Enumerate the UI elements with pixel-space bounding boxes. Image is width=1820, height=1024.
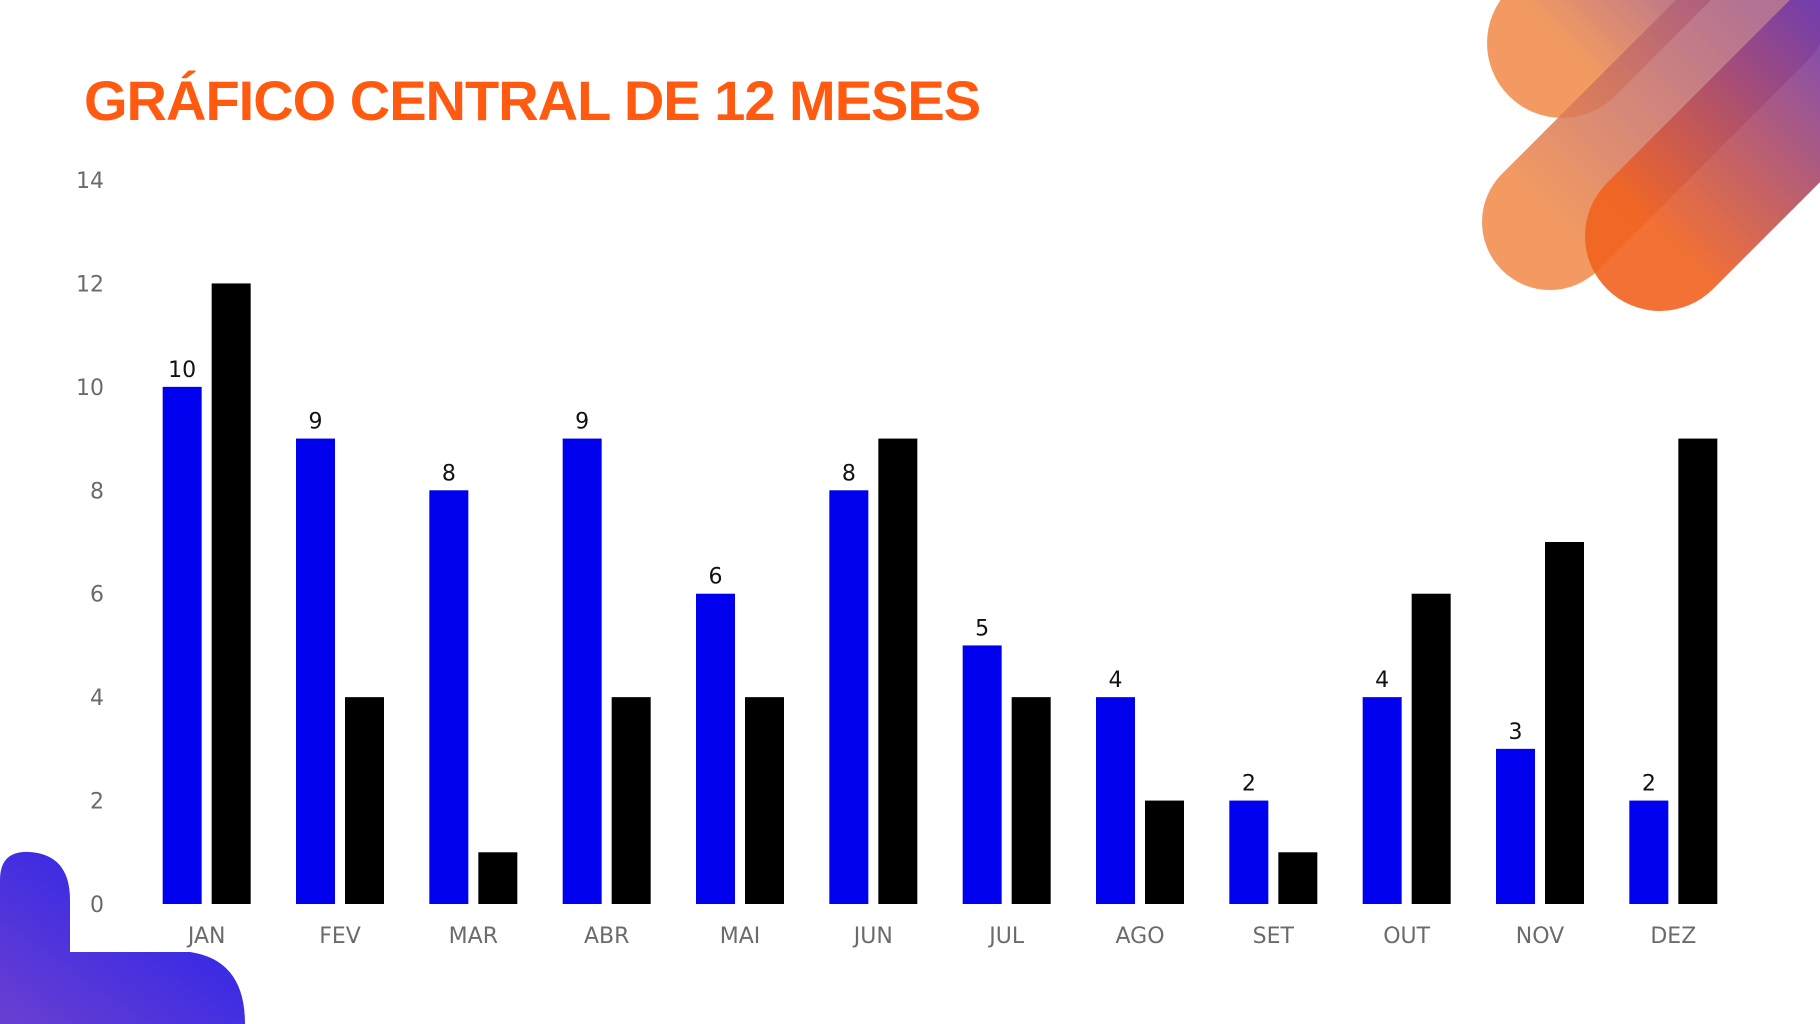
y-tick-label: 10 <box>76 376 104 401</box>
data-label: 4 <box>1375 668 1389 693</box>
y-tick-label: 12 <box>76 272 104 297</box>
data-label: 3 <box>1509 720 1523 745</box>
decor-capsule <box>1487 0 1712 118</box>
y-tick-label: 8 <box>90 479 104 504</box>
bar <box>1362 697 1402 904</box>
data-label: 8 <box>442 461 456 486</box>
bar <box>1278 852 1318 904</box>
bar <box>878 438 918 904</box>
x-tick-label: AGO <box>1115 924 1164 949</box>
slide-title: GRÁFICO CENTRAL DE 12 MESES <box>84 69 981 132</box>
x-tick-label: JUL <box>987 924 1025 949</box>
y-tick-label: 6 <box>90 583 104 608</box>
bar <box>562 438 602 904</box>
data-label: 2 <box>1242 772 1256 797</box>
bar <box>296 438 335 904</box>
x-tick-label: DEZ <box>1650 924 1696 949</box>
bar <box>162 386 202 904</box>
bar <box>345 697 384 904</box>
bar <box>1411 593 1451 904</box>
bar <box>962 645 1002 904</box>
x-tick-label: NOV <box>1516 924 1564 949</box>
decor-blob <box>0 851 245 1024</box>
bar <box>1096 697 1135 904</box>
data-label: 10 <box>168 358 196 383</box>
bar <box>696 593 735 904</box>
y-tick-label: 2 <box>90 790 104 815</box>
decor-bottom-left <box>0 851 245 1024</box>
bar <box>1629 800 1669 904</box>
bar <box>429 490 469 904</box>
x-tick-label: SET <box>1253 924 1295 949</box>
bar <box>1545 542 1584 904</box>
data-label: 2 <box>1642 772 1656 797</box>
bar <box>829 490 869 904</box>
data-label: 9 <box>309 410 323 435</box>
decor-capsule <box>1482 0 1820 290</box>
bar <box>1678 438 1718 904</box>
bar <box>1496 748 1535 904</box>
data-label: 8 <box>842 461 856 486</box>
x-tick-label: OUT <box>1383 924 1430 949</box>
x-tick-label: MAR <box>449 924 498 949</box>
x-tick-label: FEV <box>319 924 361 949</box>
data-label: 9 <box>575 410 589 435</box>
x-tick-label: JAN <box>186 924 226 949</box>
bar <box>1011 697 1051 904</box>
x-tick-label: ABR <box>584 924 629 949</box>
y-tick-label: 4 <box>90 686 104 711</box>
decor-top-right <box>1482 0 1820 311</box>
bar <box>745 697 784 904</box>
bar <box>1145 800 1184 904</box>
bar <box>211 283 251 904</box>
bar <box>611 697 651 904</box>
data-label: 5 <box>975 616 989 641</box>
data-label: 6 <box>709 565 723 590</box>
y-tick-label: 0 <box>90 893 104 918</box>
x-tick-label: JUN <box>852 924 893 949</box>
bar <box>478 852 518 904</box>
y-tick-label: 14 <box>76 169 104 194</box>
bar <box>1229 800 1269 904</box>
x-tick-label: MAI <box>720 924 761 949</box>
data-label: 4 <box>1109 668 1123 693</box>
decor-capsule <box>1585 0 1820 311</box>
